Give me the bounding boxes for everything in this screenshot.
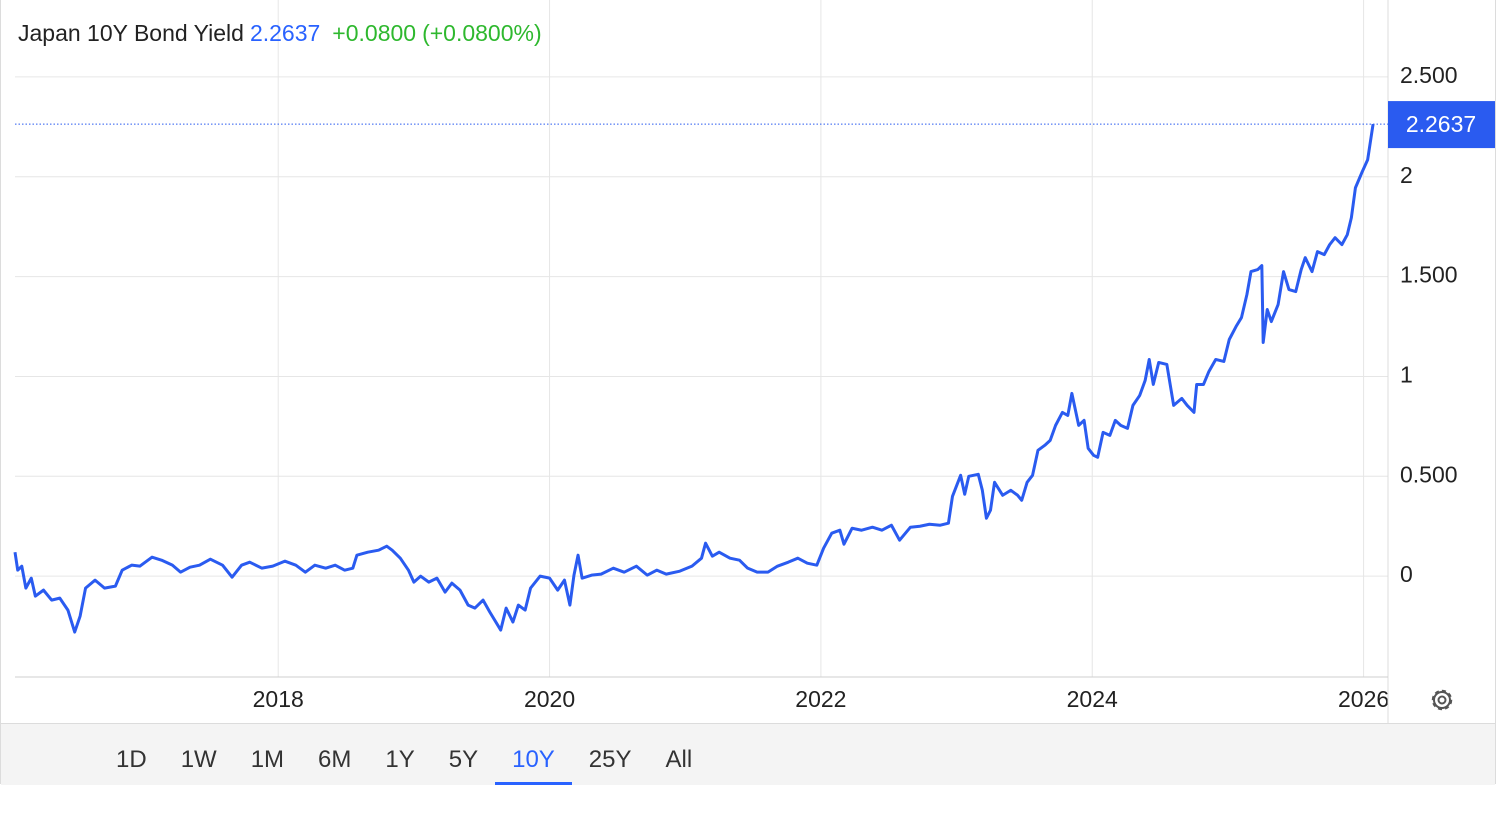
y-tick-label: 1.500: [1400, 262, 1458, 288]
y-tick-label: 0.500: [1400, 461, 1458, 487]
last-price: 2.2637: [249, 20, 321, 46]
range-button[interactable]: 25Y: [588, 746, 632, 773]
x-tick-label: 2020: [524, 686, 575, 712]
settings-gear[interactable]: [1431, 689, 1453, 711]
last-price-label: 2.2637: [1406, 111, 1476, 137]
gear-hub: [1437, 695, 1447, 705]
last-price-badge: [1388, 101, 1495, 149]
percent-change: (+0.0800%): [422, 20, 542, 46]
y-tick-label: 0: [1400, 561, 1413, 587]
x-axis-labels: 2018 2020 2022 2024 2026: [253, 686, 1390, 712]
range-button[interactable]: 10Y: [495, 724, 572, 785]
header: Japan 10Y Bond Yield 2.2637 +0.0800 (+0.080…: [18, 20, 542, 47]
range-button[interactable]: 1Y: [385, 746, 415, 773]
price-change: +0.0800: [332, 20, 417, 46]
x-tick-label: 2026: [1338, 686, 1389, 712]
range-button[interactable]: 1D: [116, 746, 147, 773]
y-tick-label: 2: [1400, 162, 1413, 188]
range-button[interactable]: 5Y: [448, 746, 479, 773]
x-tick-label: 2018: [253, 686, 304, 712]
x-tick-label: 2024: [1067, 686, 1118, 712]
x-tick-label: 2022: [795, 686, 846, 712]
range-button[interactable]: 1M: [250, 746, 285, 773]
range-button[interactable]: 6M: [318, 746, 352, 773]
grid: [15, 0, 1388, 677]
y-tick-label: 1: [1400, 362, 1413, 388]
range-bar: 1D 1W 1M 6M 1Y 5Y 10Y 25Y All: [1, 723, 1495, 785]
range-buttons: 1D 1W 1M 6M 1Y 5Y 10Y 25Y All: [99, 724, 709, 785]
gear-ring: [1433, 691, 1451, 709]
price-line: [13, 123, 1375, 634]
range-button[interactable]: 1W: [180, 746, 217, 773]
instrument-title: Japan 10Y Bond Yield: [18, 20, 244, 46]
y-tick-label: 2.500: [1400, 62, 1458, 88]
plot: 2.2637: [13, 101, 1495, 634]
chart: 2018 2020 2022 2024 2026 2.2637 0 0.500 1 1.500…: [13, 0, 1495, 723]
range-button[interactable]: All: [665, 746, 693, 773]
